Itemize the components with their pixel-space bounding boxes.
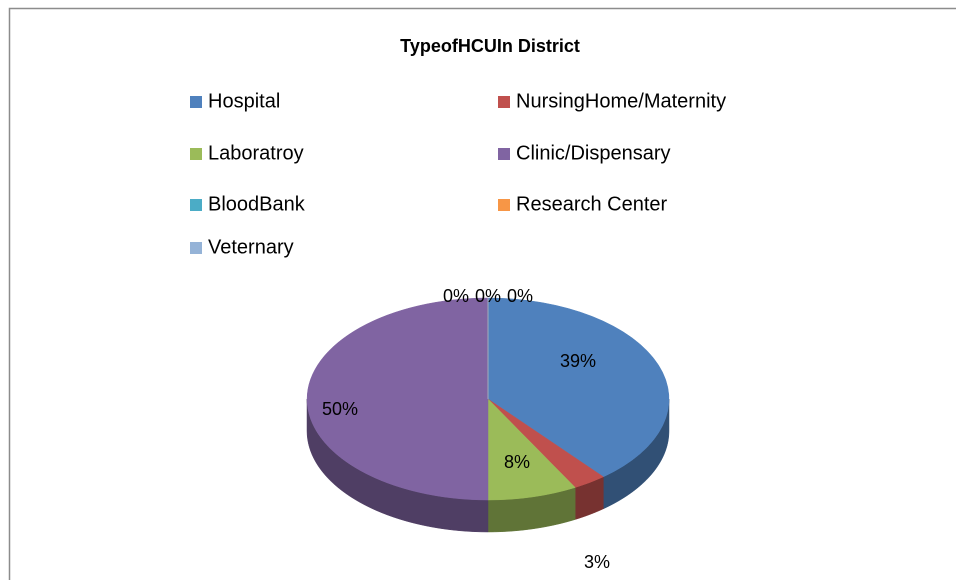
legend-label: BloodBank bbox=[208, 193, 306, 215]
legend-swatch bbox=[190, 148, 202, 160]
legend-label: Laboratroy bbox=[208, 142, 304, 164]
legend-swatch bbox=[190, 199, 202, 211]
data-label: 8% bbox=[504, 452, 530, 472]
legend-label: Research Center bbox=[516, 193, 668, 215]
legend-swatch bbox=[498, 148, 510, 160]
data-label: 50% bbox=[322, 399, 358, 419]
chart-title: TypeofHCUIn District bbox=[400, 36, 580, 56]
pie-slice bbox=[487, 297, 670, 478]
data-label: 0% bbox=[507, 286, 533, 306]
legend-swatch bbox=[498, 199, 510, 211]
legend-label: Clinic/Dispensary bbox=[516, 142, 671, 164]
legend-label: Hospital bbox=[208, 90, 280, 112]
pie-slice bbox=[487, 398, 576, 501]
legend-swatch bbox=[190, 242, 202, 254]
legend-label: Veternary bbox=[208, 236, 294, 258]
data-label: 39% bbox=[560, 351, 596, 371]
data-label: 3% bbox=[584, 552, 610, 572]
legend-label: NursingHome/Maternity bbox=[516, 90, 726, 112]
data-label: 0% bbox=[443, 286, 469, 306]
data-label: 0% bbox=[475, 286, 501, 306]
legend-swatch bbox=[498, 96, 510, 108]
legend-swatch bbox=[190, 96, 202, 108]
pie-slice bbox=[306, 297, 489, 501]
